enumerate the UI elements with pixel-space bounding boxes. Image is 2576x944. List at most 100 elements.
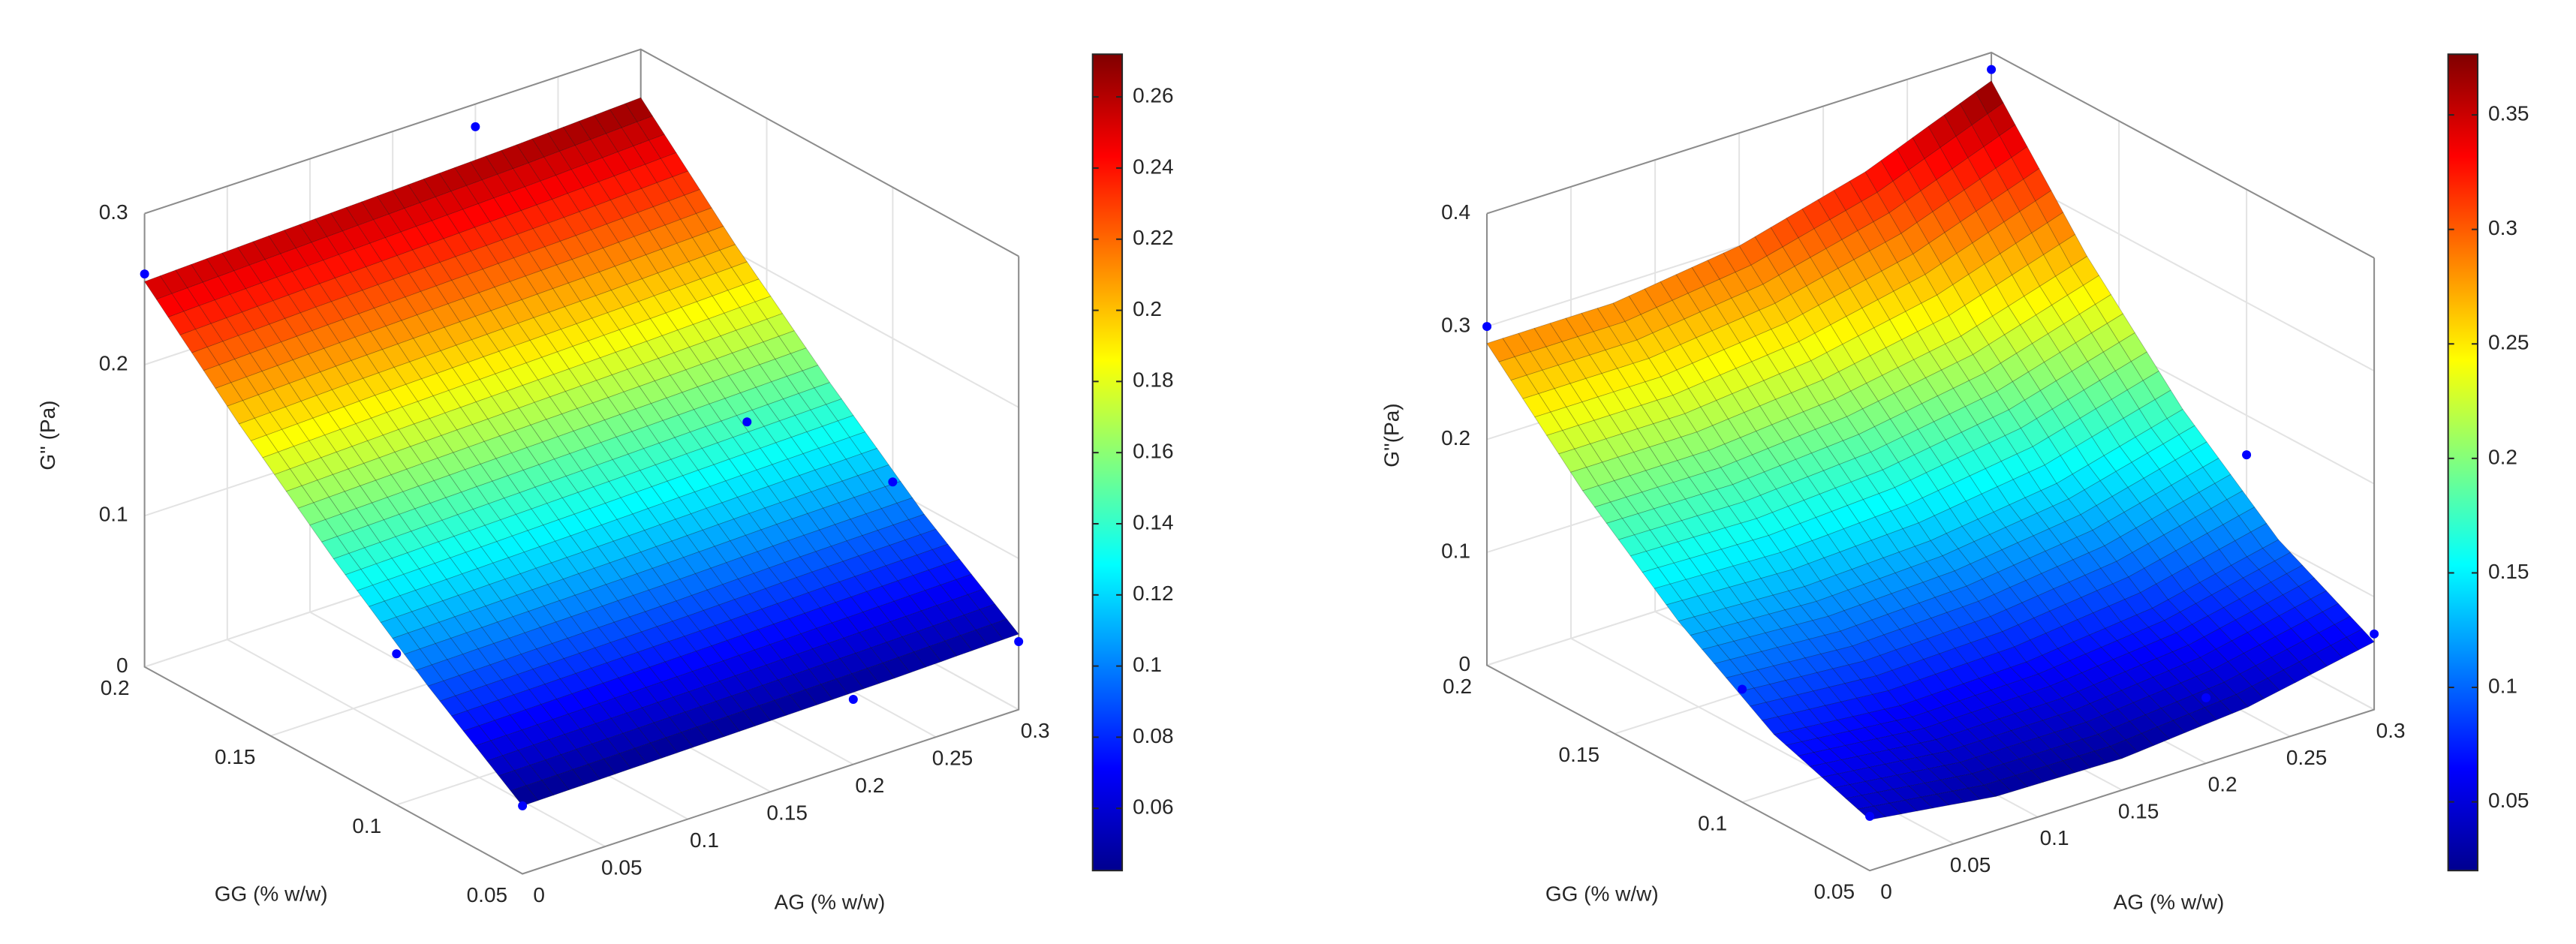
surface-patch (928, 564, 957, 586)
surface-patch (2043, 352, 2072, 382)
surface-patch (555, 693, 585, 715)
surface-patch (1680, 337, 1709, 364)
surface-patch (454, 611, 483, 633)
surface-patch (537, 374, 566, 398)
surface-patch (588, 758, 616, 780)
z-axis-label: G''(Pa) (1380, 403, 1404, 467)
surface-patch (2132, 696, 2162, 716)
surface-patch (1690, 630, 1719, 650)
surface-patch (556, 769, 585, 791)
surface-patch (2069, 575, 2098, 598)
colorbar-tick-label: 0.05 (2488, 789, 2529, 812)
surface-patch (2014, 708, 2044, 726)
z-tick-label: 0 (116, 654, 128, 677)
surface-patch (769, 639, 798, 660)
surface-patch (1818, 398, 1848, 424)
axis-box (143, 213, 1020, 875)
surface-patch (1972, 232, 2001, 265)
surface-patch (375, 474, 404, 498)
surface-patch (653, 290, 682, 314)
z-axis-label: G'' (Pa) (36, 401, 59, 470)
surface-patch (586, 157, 615, 182)
surface-patch (624, 552, 653, 575)
surface-patch (253, 323, 282, 348)
surface-patch (1804, 723, 1834, 739)
surface-patch (1993, 504, 2022, 528)
surface-patch (449, 469, 477, 493)
surface-patch (572, 764, 601, 786)
surface-patch (1790, 285, 1819, 314)
surface-patch (1885, 233, 1914, 263)
surface-patch (510, 362, 539, 386)
surface-patch (277, 359, 305, 384)
surface-patch (2094, 294, 2123, 324)
surface-patch (928, 640, 958, 663)
surface-patch (1924, 147, 1953, 181)
x-axis-label: AG (% w/w) (2114, 890, 2225, 913)
surface-patch (759, 359, 788, 383)
x-tick-label: 0.05 (601, 855, 642, 879)
surface-patch (1988, 334, 2018, 364)
surface-patch (579, 723, 608, 744)
surface-patch (272, 294, 301, 319)
surface-patch (429, 412, 458, 436)
surface-patch (1921, 294, 1950, 324)
x-tick-label: 0.3 (2376, 719, 2406, 742)
x-tick-label: 0.25 (2286, 746, 2328, 769)
data-point (1738, 684, 1747, 694)
surface-patch (1879, 573, 1908, 594)
surface-patch (630, 254, 658, 279)
surface-patch (378, 452, 408, 476)
surface-patch (518, 401, 547, 425)
surface-patch (568, 362, 597, 386)
surface-patch (2056, 474, 2085, 500)
surface-patch (517, 744, 546, 766)
surface-patch (1723, 437, 1753, 461)
colorbar-tick-label: 0.22 (1133, 226, 1174, 249)
surface-patch (1940, 253, 1970, 285)
surface-patch (625, 631, 654, 653)
surface-patch (646, 419, 676, 443)
x-tick-label: 0.25 (932, 747, 974, 770)
surface-patch (520, 204, 549, 230)
surface-patch (2330, 636, 2359, 659)
surface-patch (769, 562, 797, 584)
surface-patch (2198, 573, 2228, 596)
surface-patch (633, 666, 662, 688)
surface-patch (673, 347, 702, 371)
surface-patch (1970, 707, 2000, 725)
surface-patch (471, 418, 501, 442)
data-point (848, 695, 858, 705)
surface-patch (904, 534, 933, 556)
surface-patch (607, 391, 636, 415)
surface-patch (719, 244, 748, 268)
surface-patch (462, 725, 492, 747)
surface-patch (323, 342, 352, 367)
surface-patch (2033, 528, 2062, 552)
surface-patch (1788, 586, 1817, 606)
surface-patch (419, 643, 448, 666)
surface-patch (1833, 180, 1862, 212)
surface-patch (2085, 715, 2114, 735)
surface-patch (723, 654, 751, 677)
colorbar-tick-label: 0.16 (1133, 440, 1174, 463)
surface-patch (791, 513, 820, 536)
surface-patch (2039, 275, 2069, 306)
surface-patch (508, 632, 537, 655)
surface-patch (1784, 605, 1813, 625)
surface-patch (561, 407, 590, 431)
surface-patch (2000, 242, 2029, 276)
surface-patch (528, 606, 557, 628)
surface-patch (648, 584, 677, 607)
surface-patch (454, 161, 483, 186)
surface-patch (481, 621, 510, 644)
surface-patch (1780, 694, 1810, 714)
surface-patch (405, 378, 434, 402)
data-point (392, 649, 402, 659)
surface-patch (462, 648, 491, 671)
surface-patch (2166, 408, 2195, 435)
surface-patch (437, 452, 466, 476)
surface-patch (2109, 739, 2138, 759)
y-tick-label: 0.15 (215, 745, 256, 768)
